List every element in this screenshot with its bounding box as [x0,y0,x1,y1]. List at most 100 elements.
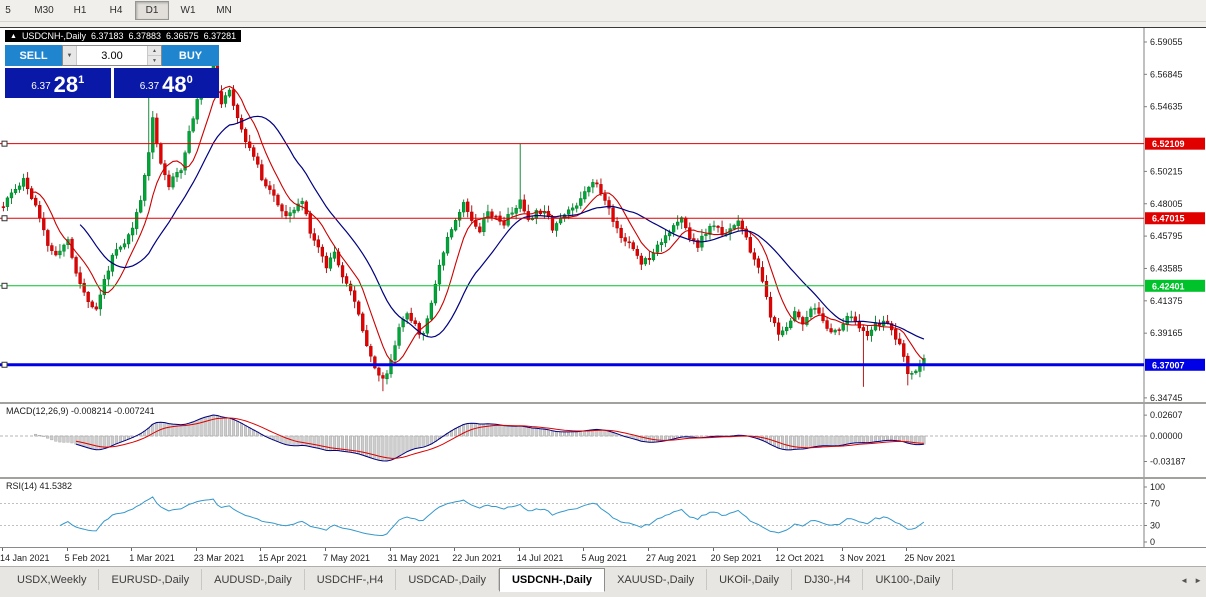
timeframe-button-mn[interactable]: MN [216,5,232,16]
sell-button[interactable]: SELL [5,45,62,66]
time-axis-label: 15 Apr 2021 [258,553,307,563]
price-chart-panel[interactable]: 6.59055 6.56845 6.54635 6.50215 6.48005 6.457… [0,28,1206,402]
timeframe-button-5[interactable]: 5 [5,5,11,16]
time-axis-tick [325,548,326,551]
sell-price-point: 1 [78,74,85,86]
chart-tab-dj30-h4[interactable]: DJ30-,H4 [792,569,864,590]
svg-text:6.48005: 6.48005 [1150,199,1183,209]
time-axis-label: 12 Oct 2021 [775,553,825,563]
macd-name: MACD(12,26,9) [6,406,69,416]
time-axis-label: 31 May 2021 [387,553,440,563]
svg-text:6.52109: 6.52109 [1152,139,1185,149]
lot-size-input[interactable]: 3.00 [101,49,123,62]
time-axis-label: 20 Sep 2021 [710,553,762,563]
time-axis-label: 25 Nov 2021 [904,553,956,563]
ohlc-high: 6.37883 [128,31,162,41]
buy-button[interactable]: BUY [162,45,219,66]
timeframe-button-w1[interactable]: W1 [180,5,196,16]
macd-axis-ticks[interactable]: 0.02607 0.00000 -0.03187 [1144,410,1186,466]
time-axis-label: 22 Jun 2021 [452,553,502,563]
time-axis-label: 5 Aug 2021 [581,553,627,563]
moving-averages [31,85,925,364]
chart-tab-bar: USDX,Weekly EURUSD-,Daily AUDUSD-,Daily USD… [0,566,1206,597]
timeframe-button-d1[interactable]: D1 [135,1,169,20]
chart-tabs: USDX,Weekly EURUSD-,Daily AUDUSD-,Daily USD… [0,567,1206,592]
panel-splitter[interactable] [0,402,1206,404]
rsi-label: RSI(14) 41.5382 [6,481,72,491]
time-axis-tick [66,548,68,551]
rsi-name: RSI(14) [6,481,38,491]
timeframe-toolbar: 5 M30 H1 H4 D1 W1 MN [0,0,1206,22]
time-axis[interactable]: 14 Jan 2021 5 Feb 2021 1 Mar 2021 23 Mar 20… [0,547,1206,566]
rsi-axis-ticks[interactable]: 100 70 30 0 [1144,482,1165,547]
svg-text:70: 70 [1150,499,1160,509]
one-click-trading-panel: SELL ▼ 3.00 ▲ ▼ BUY 6.37 28 1 6.37 48 0 [5,45,219,98]
buy-price-point: 0 [186,74,193,86]
ohlc-close: 6.37281 [203,31,237,41]
ohlc-open: 6.37183 [90,31,124,41]
timeframe-button-m30[interactable]: M30 [34,5,54,16]
chart-tab-uk100-daily[interactable]: UK100-,Daily [863,569,954,590]
chart-window-border [0,27,1206,28]
time-axis-label: 3 Nov 2021 [839,553,886,563]
price-line-badges: 6.52109 6.47015 6.42401 6.37007 [1145,137,1205,371]
macd-panel[interactable]: 0.02607 0.00000 -0.03187 [0,404,1206,477]
time-axis-label: 23 Mar 2021 [193,553,245,563]
buy-price-prefix: 6.37 [139,81,160,92]
tab-scroll-right-icon[interactable]: ► [1194,576,1202,585]
lot-spinner: ▲ ▼ [147,46,161,65]
macd-lines [75,414,924,462]
lot-dropdown-icon[interactable]: ▼ [63,46,77,65]
rsi-panel[interactable]: 100 70 30 0 [0,479,1206,547]
time-axis-label: 5 Feb 2021 [64,553,111,563]
time-axis-tick [389,548,391,551]
tab-scroll-arrows: ◄ ► [1180,576,1202,585]
macd-label: MACD(12,26,9) -0.008214 -0.007241 [6,406,155,416]
time-axis-tick [841,548,843,551]
toolbar-gap [0,22,1206,27]
svg-text:6.59055: 6.59055 [1150,37,1183,47]
svg-text:6.39165: 6.39165 [1150,328,1183,338]
buy-price-box[interactable]: 6.37 48 0 [113,68,219,98]
svg-text:6.34745: 6.34745 [1150,393,1183,402]
sell-price-prefix: 6.37 [31,81,51,92]
svg-text:100: 100 [1150,482,1165,492]
line-handle [1,282,8,289]
line-handle [1,361,8,368]
time-axis-tick [712,548,714,551]
chart-tab-usdx-weekly[interactable]: USDX,Weekly [5,569,100,590]
horizontal-support-resistance-lines[interactable] [0,140,1144,368]
collapse-icon[interactable]: ▲ [10,32,17,40]
lot-size-combo: ▼ 3.00 ▲ ▼ [62,45,162,66]
chart-symbol-label: USDCNH-,Daily [21,31,86,41]
svg-text:6.54635: 6.54635 [1150,102,1183,112]
svg-text:0.02607: 0.02607 [1150,410,1183,420]
time-axis-tick [518,548,520,551]
time-axis-label: 1 Mar 2021 [129,553,175,563]
svg-text:0: 0 [1150,537,1155,547]
chart-tab-usdchf-h4[interactable]: USDCHF-,H4 [305,569,397,590]
buy-price-pips: 48 [162,72,187,97]
time-axis-tick [260,548,262,551]
sell-price-box[interactable]: 6.37 28 1 [5,68,111,98]
rsi-current-value: 41.5382 [39,481,73,491]
lot-spin-down-icon[interactable]: ▼ [148,56,161,65]
time-axis-tick [2,548,3,551]
chart-tab-ukoil-daily[interactable]: UKOil-,Daily [707,569,792,590]
chart-tab-audusd-daily[interactable]: AUDUSD-,Daily [202,569,305,590]
time-axis-label: 7 May 2021 [323,553,371,563]
tab-scroll-left-icon[interactable]: ◄ [1180,576,1189,585]
time-axis-label: 14 Jul 2021 [516,553,564,563]
price-axis-ticks[interactable]: 6.59055 6.56845 6.54635 6.50215 6.48005 6.457… [1144,37,1183,402]
lot-spin-up-icon[interactable]: ▲ [148,46,161,56]
svg-text:6.37007: 6.37007 [1152,360,1185,370]
chart-tab-usdcad-daily[interactable]: USDCAD-,Daily [396,569,499,590]
chart-tab-xauusd-daily[interactable]: XAUUSD-,Daily [605,569,708,590]
chart-tab-usdcnh-daily[interactable]: USDCNH-,Daily [498,568,606,592]
panel-splitter[interactable] [0,477,1206,479]
timeframe-button-h4[interactable]: H4 [109,5,123,16]
timeframe-button-h1[interactable]: H1 [73,5,87,16]
chart-tab-eurusd-daily[interactable]: EURUSD-,Daily [99,569,203,590]
svg-text:0.00000: 0.00000 [1150,431,1183,441]
